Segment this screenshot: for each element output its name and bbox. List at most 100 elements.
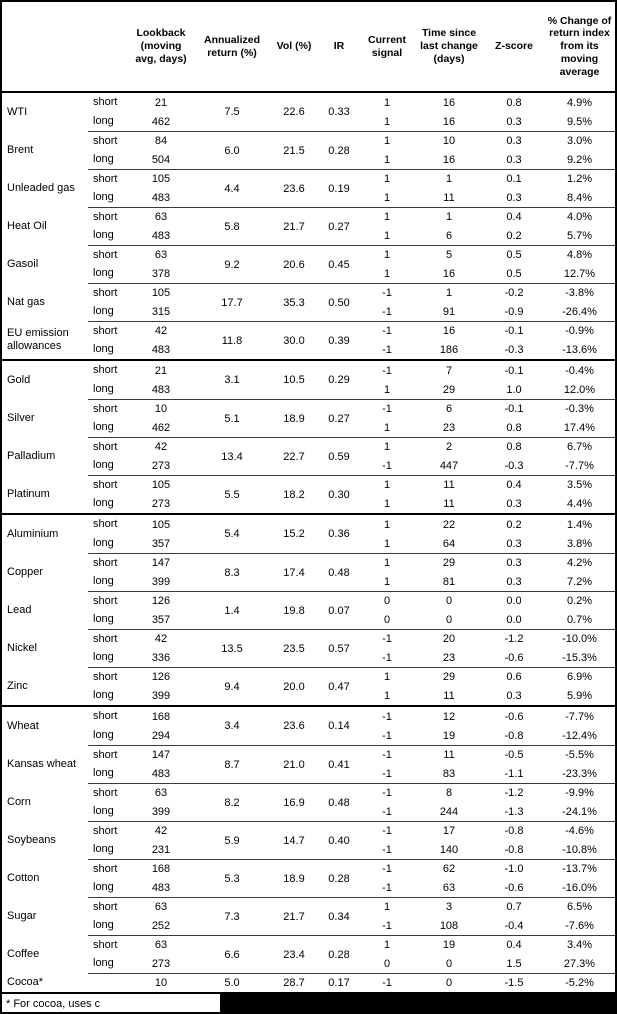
current-signal-value: -1 xyxy=(360,821,414,840)
annualized-return-value: 3.4 xyxy=(224,720,240,732)
pct-change-value: -3.8% xyxy=(544,283,615,302)
lookback-value: 294 xyxy=(151,729,171,742)
z-score-value: 0.8 xyxy=(506,421,522,434)
time-since-change-value: 11 xyxy=(443,191,455,204)
pct-change-value: 4.0% xyxy=(544,207,615,226)
ir-value: 0.57 xyxy=(318,629,360,667)
annualized-return-value: 3.1 xyxy=(224,374,240,386)
leg-label-short: short xyxy=(88,207,128,226)
ir-value: 0.30 xyxy=(318,475,360,513)
pct-change-value: 6.5% xyxy=(544,897,615,916)
lookback-value: 462 xyxy=(151,115,171,128)
lookback-value: 315 xyxy=(151,305,171,318)
ir-value: 0.33 xyxy=(328,106,350,118)
commodity-name: Unleaded gas xyxy=(7,181,75,194)
time-since-change-value: 11 xyxy=(414,475,484,494)
lookback-value: 483 xyxy=(151,383,171,396)
vol-value: 18.9 xyxy=(270,859,318,897)
pct-change-value: -10.0% xyxy=(544,629,615,648)
time-since-change-value: 8 xyxy=(414,783,484,802)
z-score-value: 0.0 xyxy=(506,613,522,626)
z-score-value: 0.1 xyxy=(484,169,544,188)
lookback-value: 21 xyxy=(154,96,168,109)
lookback-value: 483 xyxy=(151,767,171,780)
z-score-value: -0.9 xyxy=(504,305,524,318)
pct-change-value: 8.4% xyxy=(566,191,593,204)
current-signal-value: 0 xyxy=(383,957,391,970)
lookback-value: 273 xyxy=(151,497,171,510)
time-since-change-value: 19 xyxy=(414,935,484,954)
time-since-change-value: 10 xyxy=(414,131,484,150)
ir-value: 0.28 xyxy=(318,859,360,897)
current-signal-value: 1 xyxy=(383,575,391,588)
header-time-since-change: Time since last change (days) xyxy=(420,27,478,65)
z-score-value: 1.0 xyxy=(506,383,522,396)
pct-change-value: -9.9% xyxy=(544,783,615,802)
leg-label-short: short xyxy=(93,518,118,531)
lookback-value: 483 xyxy=(151,343,171,356)
vol-value: 23.6 xyxy=(283,720,305,732)
commodity-block: EU emission allowances short long 42 483… xyxy=(2,321,615,359)
lookback-value: 10 xyxy=(128,399,194,418)
time-since-change-value: 0 xyxy=(414,591,484,610)
annualized-return-value: 8.2 xyxy=(194,783,270,821)
commodity-name: Copper xyxy=(7,565,44,578)
leg-label-long: long xyxy=(93,537,114,550)
header-ir: IR xyxy=(333,40,345,53)
current-signal-value: -1 xyxy=(382,459,392,472)
leg-label-long: long xyxy=(93,729,114,742)
commodity-block: Cocoa* 10 5.0 28.7 0.17 -1 0 -1.5 -5.2% xyxy=(2,973,615,992)
vol-value: 22.7 xyxy=(270,437,318,475)
commodity-block: Cotton short long 168 483 5.3 18.9 0.28 … xyxy=(2,859,615,897)
lookback-value: 504 xyxy=(151,153,171,166)
current-signal-value: 1 xyxy=(360,245,414,264)
pct-change-value: 3.5% xyxy=(544,475,615,494)
table-header-row: Lookback (moving avg, days) Annualized r… xyxy=(2,2,615,93)
commodity-block: Nat gas short long 105 315 17.7 35.3 0.5… xyxy=(2,283,615,321)
time-since-change-value: 5 xyxy=(414,245,484,264)
commodity-name: Soybeans xyxy=(7,833,56,846)
commodity-block: Coffee short long 63 273 6.6 23.4 0.28 1… xyxy=(2,935,615,973)
commodity-block: Corn short long 63 399 8.2 16.9 0.48 -1 … xyxy=(2,783,615,821)
z-score-value: -0.2 xyxy=(484,283,544,302)
ir-value: 0.36 xyxy=(328,528,350,540)
lookback-value: 105 xyxy=(128,283,194,302)
z-score-value: 0.3 xyxy=(506,497,522,510)
pct-change-value: -7.7% xyxy=(565,459,594,472)
commodity-name: WTI xyxy=(7,105,28,118)
time-since-change-value: 19 xyxy=(442,729,456,742)
commodity-block: Kansas wheat short long 147 483 8.7 21.0… xyxy=(2,745,615,783)
pct-change-value: -13.6% xyxy=(562,343,597,356)
vol-value: 21.0 xyxy=(270,745,318,783)
commodity-name: Wheat xyxy=(7,719,39,732)
z-score-value: 0.7 xyxy=(484,897,544,916)
leg-label-long: long xyxy=(93,343,114,356)
current-signal-value: 1 xyxy=(360,935,414,954)
commodity-name: Aluminium xyxy=(7,527,59,540)
time-since-change-value: 16 xyxy=(414,321,484,340)
pct-change-value: -12.4% xyxy=(562,729,597,742)
annualized-return-value: 1.4 xyxy=(194,591,270,629)
current-signal-value: 1 xyxy=(383,153,391,166)
time-since-change-value: 16 xyxy=(442,153,456,166)
commodity-block: Zinc short long 126 399 9.4 20.0 0.47 1 … xyxy=(2,667,615,705)
leg-label-short: short xyxy=(88,399,128,418)
lookback-value: 399 xyxy=(151,805,171,818)
vol-value: 23.6 xyxy=(270,169,318,207)
pct-change-value: 3.8% xyxy=(566,537,593,550)
time-since-change-value: 108 xyxy=(439,919,459,932)
current-signal-value: 0 xyxy=(360,591,414,610)
pct-change-value: 1.4% xyxy=(566,518,593,531)
commodity-block: Platinum short long 105 273 5.5 18.2 0.3… xyxy=(2,475,615,513)
current-signal-value: -1 xyxy=(360,399,414,418)
pct-change-value: -15.3% xyxy=(562,651,597,664)
commodity-name: Kansas wheat xyxy=(7,757,77,770)
annualized-return-value: 7.3 xyxy=(194,897,270,935)
pct-change-value: -0.4% xyxy=(565,364,594,377)
z-score-value: -1.0 xyxy=(484,859,544,878)
leg-label-short: short xyxy=(88,169,128,188)
time-since-change-value: 91 xyxy=(442,305,456,318)
commodity-block: Brent short long 84 504 6.0 21.5 0.28 1 … xyxy=(2,131,615,169)
leg-label-short: short xyxy=(88,553,128,572)
z-score-value: 0.6 xyxy=(484,667,544,686)
